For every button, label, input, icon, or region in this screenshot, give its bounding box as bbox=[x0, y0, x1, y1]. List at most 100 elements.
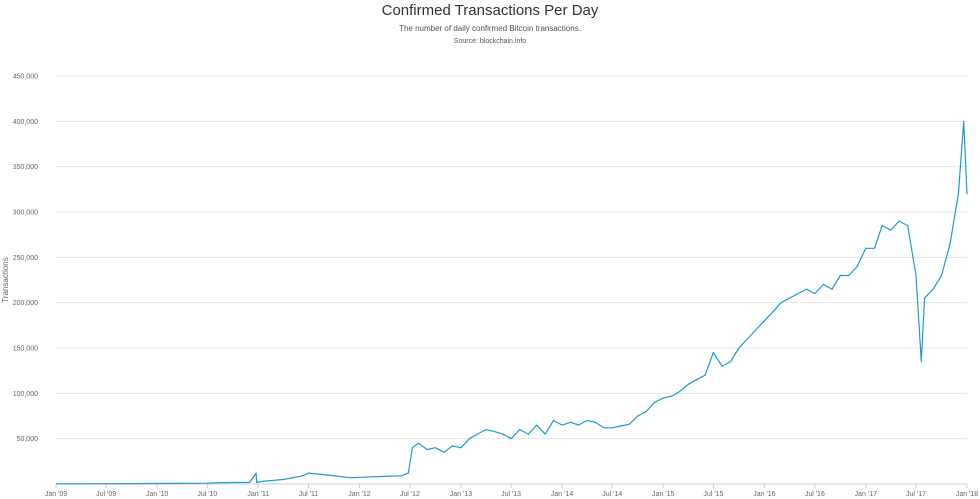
series-line bbox=[56, 120, 968, 485]
data-point bbox=[949, 243, 951, 245]
data-point bbox=[577, 424, 580, 426]
x-tick-label: Jan '10 bbox=[146, 491, 168, 498]
x-tick-label: Jul '10 bbox=[197, 491, 217, 498]
x-tick-label: Jan '11 bbox=[247, 491, 269, 498]
data-point bbox=[282, 478, 284, 481]
data-point bbox=[881, 225, 883, 227]
data-point bbox=[797, 293, 799, 295]
data-point bbox=[586, 419, 588, 422]
x-tick-label: Jan '15 bbox=[652, 491, 674, 498]
data-point bbox=[915, 274, 917, 277]
y-tick-label: 300,000 bbox=[13, 210, 38, 217]
data-point bbox=[443, 451, 445, 453]
x-tick-label: Jan '12 bbox=[348, 491, 370, 498]
data-point bbox=[678, 390, 681, 393]
y-tick-label: 400,000 bbox=[13, 119, 38, 126]
y-tick-label: 150,000 bbox=[13, 346, 38, 353]
data-point bbox=[375, 476, 377, 478]
data-point bbox=[105, 483, 107, 485]
x-tick-label: Jul '09 bbox=[96, 491, 116, 498]
data-point bbox=[476, 433, 478, 435]
data-point bbox=[839, 274, 841, 277]
data-point bbox=[468, 438, 471, 440]
data-point bbox=[535, 424, 538, 426]
data-point bbox=[865, 247, 867, 249]
data-point bbox=[789, 297, 791, 299]
x-tick-label: Jul '12 bbox=[400, 491, 420, 498]
data-point bbox=[223, 482, 226, 484]
data-point bbox=[907, 225, 909, 227]
data-point bbox=[255, 472, 257, 474]
data-point bbox=[687, 383, 689, 385]
data-point bbox=[898, 220, 900, 222]
y-axis-label: Transactions bbox=[1, 257, 10, 303]
data-point bbox=[552, 419, 555, 422]
data-point bbox=[712, 351, 715, 354]
x-tick-label: Jul '17 bbox=[906, 491, 926, 498]
data-point bbox=[156, 482, 158, 485]
data-point bbox=[527, 433, 529, 435]
data-point bbox=[493, 430, 495, 433]
data-point bbox=[261, 480, 263, 482]
data-point bbox=[637, 415, 639, 417]
data-point bbox=[451, 445, 453, 447]
x-tick-label: Jul '16 bbox=[805, 491, 825, 498]
x-tick-label: Jan '16 bbox=[753, 491, 775, 498]
chart-subtitle: The number of daily confirmed Bitcoin tr… bbox=[399, 24, 581, 33]
x-tick-label: Jan '18 bbox=[956, 491, 978, 498]
data-point bbox=[966, 193, 968, 195]
data-point bbox=[814, 293, 816, 295]
x-tick-label: Jul '15 bbox=[703, 491, 723, 498]
data-point bbox=[890, 229, 892, 231]
data-point bbox=[603, 427, 605, 429]
data-point bbox=[434, 447, 437, 449]
data-point bbox=[729, 361, 732, 363]
data-point bbox=[654, 401, 656, 403]
data-point bbox=[873, 247, 876, 249]
data-point bbox=[302, 475, 304, 477]
data-point bbox=[772, 311, 774, 313]
x-tick-label: Jul '14 bbox=[602, 491, 622, 498]
data-point bbox=[256, 481, 258, 483]
data-point bbox=[401, 475, 403, 477]
data-point bbox=[932, 288, 934, 290]
data-point bbox=[206, 482, 208, 484]
data-point bbox=[350, 477, 352, 479]
data-point bbox=[594, 421, 596, 423]
data-point bbox=[460, 447, 462, 449]
x-tick-label: Jul '11 bbox=[299, 491, 319, 498]
grid-lines bbox=[56, 75, 967, 440]
data-point bbox=[822, 283, 825, 286]
data-point bbox=[963, 120, 965, 122]
x-tick-label: Jul '13 bbox=[501, 491, 521, 498]
x-tick-label: Jan '13 bbox=[450, 491, 472, 498]
data-point bbox=[957, 193, 960, 195]
y-tick-label: 100,000 bbox=[13, 391, 38, 398]
data-point bbox=[738, 347, 740, 349]
y-tick-label: 200,000 bbox=[13, 300, 38, 307]
data-point bbox=[485, 429, 487, 431]
data-point bbox=[249, 481, 251, 483]
data-point bbox=[570, 421, 572, 423]
data-point bbox=[671, 395, 673, 397]
data-point bbox=[502, 433, 504, 435]
data-point bbox=[620, 425, 622, 427]
y-tick-label: 450,000 bbox=[13, 74, 38, 81]
data-point bbox=[704, 374, 706, 376]
data-point bbox=[746, 338, 749, 340]
data-point bbox=[695, 379, 698, 381]
data-point bbox=[411, 447, 414, 449]
data-point bbox=[628, 423, 631, 425]
data-point bbox=[325, 474, 327, 476]
data-point bbox=[721, 365, 723, 367]
data-point bbox=[848, 274, 850, 277]
data-point bbox=[763, 320, 766, 322]
data-point bbox=[426, 448, 428, 451]
data-point bbox=[940, 274, 943, 277]
data-point bbox=[755, 329, 757, 331]
data-point bbox=[510, 438, 512, 440]
data-point bbox=[544, 433, 546, 435]
data-point bbox=[307, 472, 310, 474]
y-tick-label: 250,000 bbox=[13, 255, 38, 262]
